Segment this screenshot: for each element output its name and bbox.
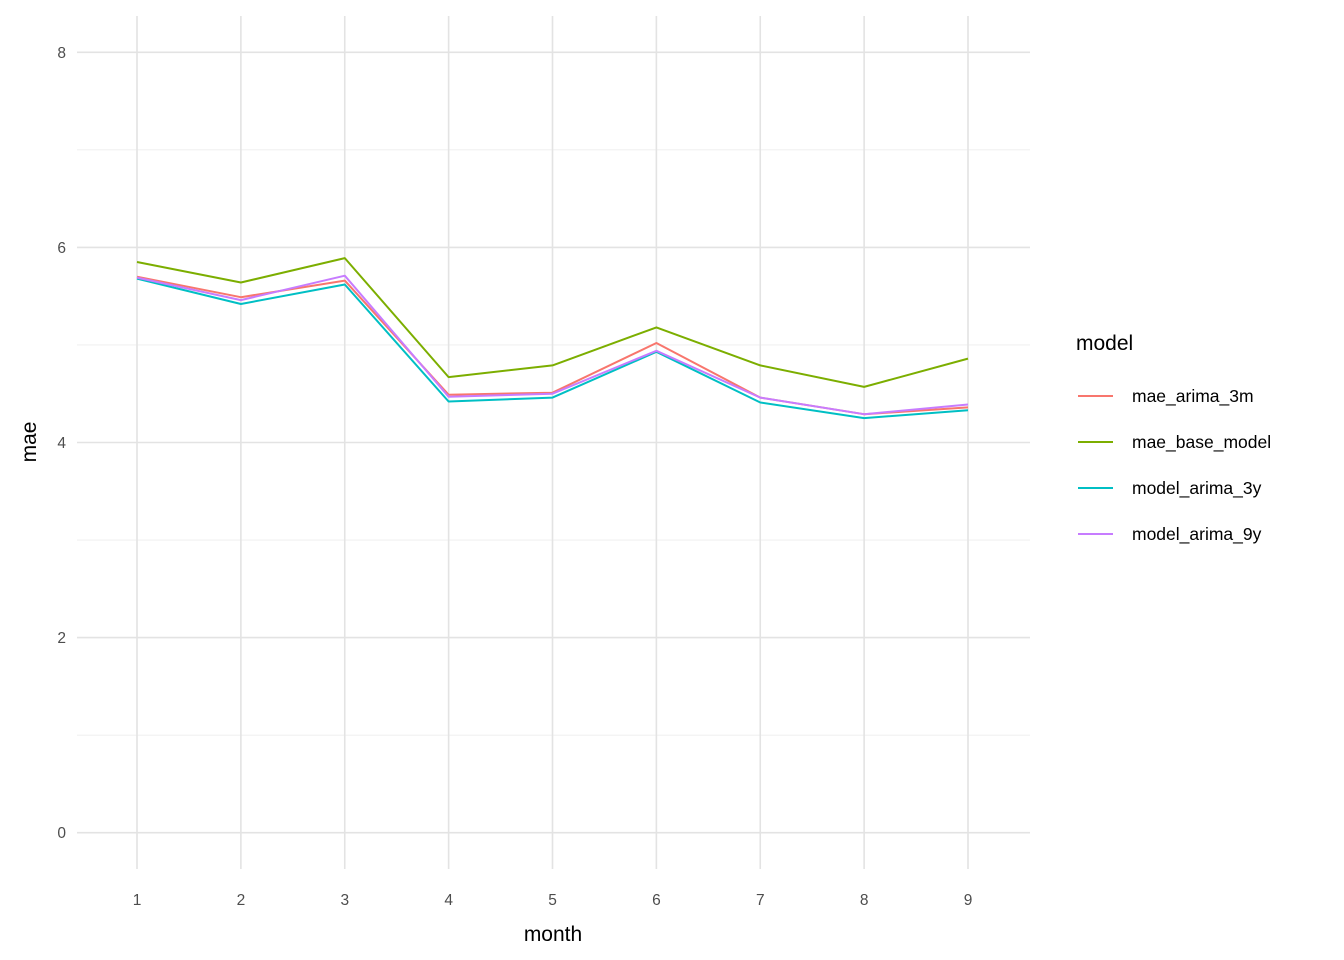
x-tick-label: 1 <box>133 892 142 909</box>
legend-label: model_arima_9y <box>1132 523 1262 544</box>
series-lines <box>136 257 969 420</box>
legend-title: model <box>1076 332 1134 355</box>
legend-key-line <box>1078 487 1113 489</box>
legend-label: model_arima_3y <box>1132 477 1262 498</box>
legend-item-mae_base_model: mae_base_model <box>1076 419 1271 465</box>
x-axis-tick-labels: 1 2 3 4 5 6 7 8 9 <box>133 892 973 909</box>
legend-key-line <box>1078 533 1113 535</box>
legend: model mae_arima_3m mae_base_model model_ar… <box>1076 331 1271 557</box>
legend-label: mae_arima_3m <box>1132 385 1254 406</box>
x-tick-label: 6 <box>652 892 661 909</box>
y-tick-label: 8 <box>57 45 66 62</box>
x-tick-label: 7 <box>756 892 765 909</box>
x-tick-label: 8 <box>860 892 869 909</box>
legend-items: mae_arima_3m mae_base_model model_arima_3y… <box>1076 373 1271 557</box>
series-line-mae_base_model <box>136 257 969 388</box>
y-axis-title: mae <box>18 422 41 463</box>
y-tick-label: 0 <box>57 825 66 842</box>
x-axis-title: month <box>524 923 582 946</box>
minor-gridlines <box>77 149 1030 736</box>
y-tick-label: 2 <box>57 630 66 647</box>
x-tick-label: 3 <box>340 892 349 909</box>
y-tick-label: 6 <box>57 240 66 257</box>
y-axis-tick-labels: 0 2 4 6 8 <box>57 45 66 842</box>
legend-label: mae_base_model <box>1132 431 1272 452</box>
x-tick-label: 2 <box>237 892 246 909</box>
x-tick-label: 9 <box>964 892 973 909</box>
x-tick-label: 5 <box>548 892 557 909</box>
series-line-model_arima_3y <box>136 277 969 420</box>
legend-key-line <box>1078 395 1113 397</box>
series-line-model_arima_9y <box>136 274 969 416</box>
legend-item-mae_arima_3m: mae_arima_3m <box>1076 373 1271 419</box>
major-gridlines <box>77 16 1030 869</box>
y-tick-label: 4 <box>57 435 66 452</box>
legend-item-model_arima_9y: model_arima_9y <box>1076 511 1271 557</box>
legend-key-line <box>1078 441 1113 443</box>
legend-item-model_arima_3y: model_arima_3y <box>1076 465 1271 511</box>
x-tick-label: 4 <box>444 892 453 909</box>
